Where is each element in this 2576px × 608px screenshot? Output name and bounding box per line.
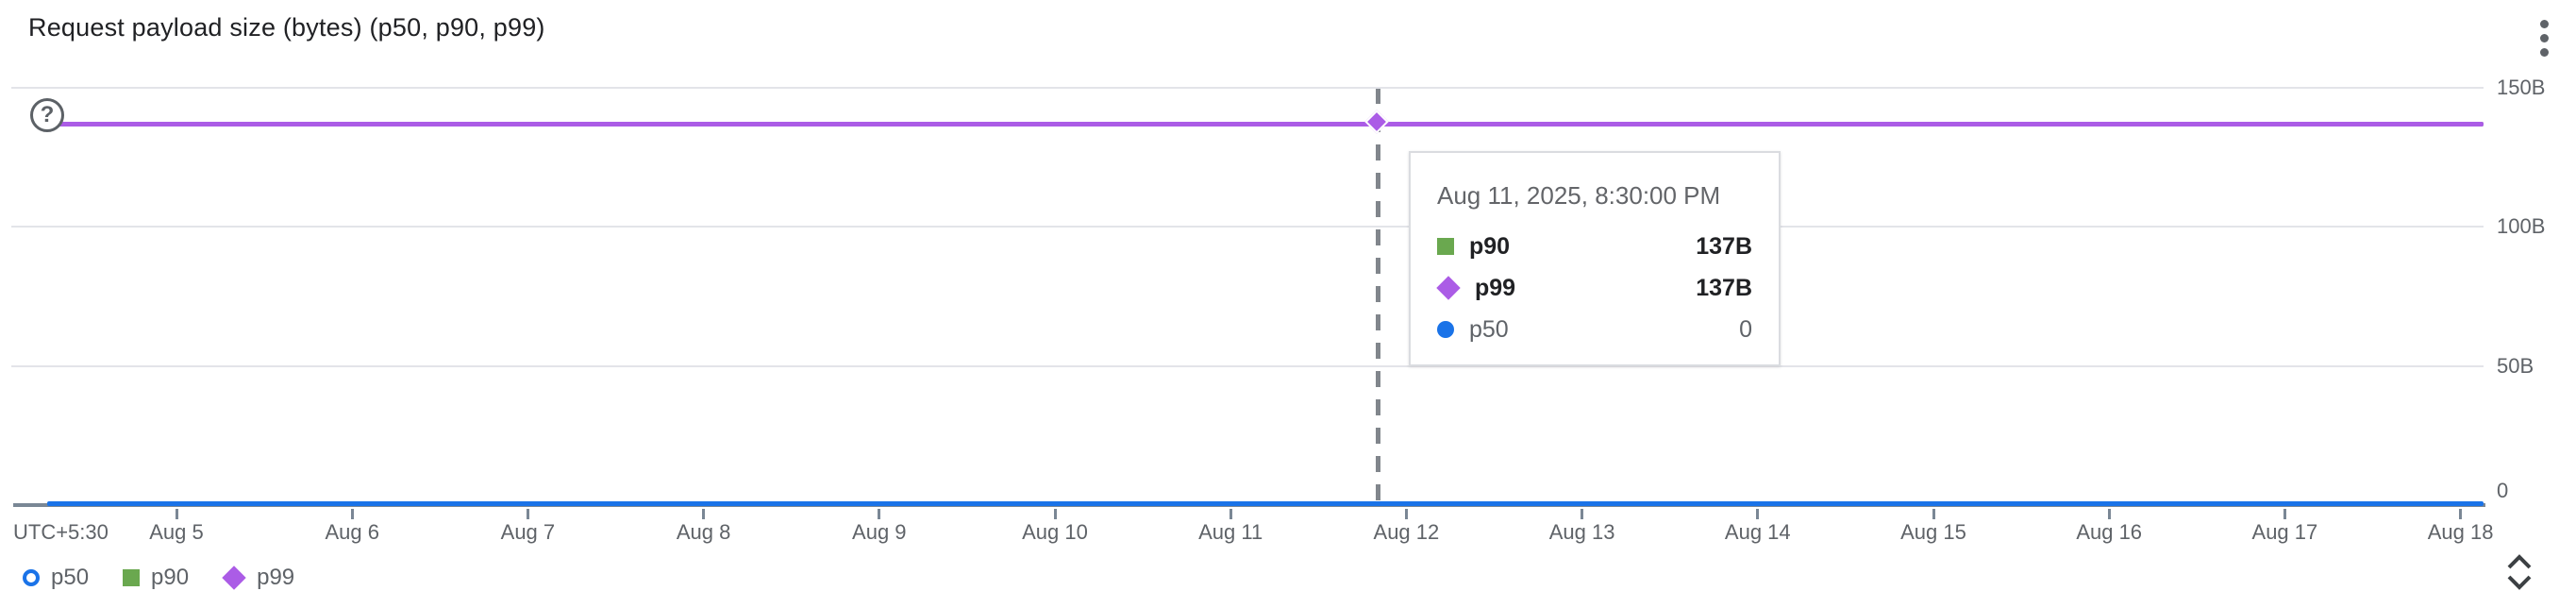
- x-tick: [175, 509, 178, 519]
- x-tick: [2107, 509, 2111, 519]
- p50-marker-icon: [1437, 321, 1454, 338]
- x-tick: [1756, 509, 1760, 519]
- y-axis-label: 0: [2497, 479, 2509, 502]
- y-axis-label: 50B: [2497, 353, 2534, 378]
- timezone-label: UTC+5:30: [13, 520, 109, 544]
- series-line-p99: [47, 121, 2484, 127]
- x-tick-label: Aug 6: [325, 520, 379, 544]
- tooltip-series-value: 137B: [1696, 274, 1752, 301]
- legend: p50 p90 p99: [23, 565, 294, 591]
- x-tick-label: Aug 13: [1548, 520, 1615, 544]
- x-tick-label: Aug 18: [2427, 520, 2494, 544]
- y-gridline: [11, 87, 2484, 89]
- hover-crosshair-line: [1376, 88, 1380, 505]
- legend-item-p90[interactable]: p90: [123, 565, 189, 591]
- x-tick-label: Aug 8: [676, 520, 731, 544]
- x-tick-label: Aug 12: [1373, 520, 1440, 544]
- tooltip-row: p99 137B: [1436, 267, 1752, 309]
- x-tick-label: Aug 16: [2076, 520, 2143, 544]
- p99-marker-icon: [1436, 276, 1461, 300]
- tooltip-series-value: 137B: [1696, 232, 1752, 260]
- x-tick-label: Aug 14: [1724, 520, 1791, 544]
- legend-item-label: p50: [51, 565, 90, 590]
- x-tick: [702, 509, 706, 519]
- more-options-icon: [2539, 19, 2549, 28]
- legend-item-label: p90: [151, 565, 190, 590]
- x-tick-label: Aug 11: [1198, 520, 1263, 544]
- tooltip-series-name: p50: [1469, 315, 1509, 343]
- x-tick-label: Aug 7: [500, 520, 556, 544]
- p99-legend-marker-icon: [222, 566, 246, 590]
- x-tick: [2459, 509, 2463, 519]
- x-tick: [1932, 509, 1935, 519]
- question-mark-annotation[interactable]: ?: [30, 98, 64, 132]
- p90-marker-icon: [1437, 238, 1454, 255]
- y-axis-label: 150B: [2497, 76, 2546, 99]
- p50-legend-marker-icon: [23, 569, 40, 586]
- tooltip: Aug 11, 2025, 8:30:00 PM p90 137B p99 137B p…: [1409, 151, 1781, 366]
- y-gridline: [11, 226, 2484, 228]
- x-tick-label: Aug 17: [2251, 520, 2318, 544]
- legend-item-p99[interactable]: p99: [222, 565, 295, 591]
- x-tick: [2283, 509, 2286, 519]
- unfold-icon: [2507, 554, 2532, 590]
- legend-item-label: p99: [257, 565, 295, 590]
- hover-point-marker: [1364, 110, 1389, 134]
- tooltip-series-name: p99: [1475, 274, 1516, 301]
- p90-legend-marker-icon: [123, 569, 141, 586]
- x-tick-label: Aug 5: [149, 520, 204, 544]
- x-tick: [1581, 509, 1584, 519]
- x-tick: [350, 509, 354, 519]
- x-tick: [1229, 509, 1232, 519]
- tooltip-series-name: p90: [1469, 232, 1511, 260]
- series-line-p50: [47, 501, 2484, 506]
- expand-collapse-button[interactable]: [2495, 546, 2544, 599]
- x-tick-label: Aug 10: [1022, 520, 1088, 544]
- x-tick: [1404, 509, 1408, 519]
- more-options-button[interactable]: [2519, 9, 2568, 66]
- tooltip-row: p50 0: [1437, 309, 1752, 350]
- tooltip-series-value: 0: [1739, 315, 1752, 343]
- x-tick-label: Aug 9: [852, 520, 907, 544]
- y-axis-label: 100B: [2497, 214, 2546, 239]
- x-tick: [526, 509, 529, 519]
- y-gridline: [11, 364, 2484, 367]
- question-mark-icon: ?: [40, 102, 55, 127]
- legend-item-p50[interactable]: p50: [23, 565, 89, 591]
- tooltip-row: p90 137B: [1437, 226, 1752, 267]
- chart-title: Request payload size (bytes) (p50, p90, …: [28, 13, 545, 42]
- x-tick: [878, 509, 881, 519]
- x-tick-label: Aug 15: [1900, 520, 1966, 544]
- x-tick: [1053, 509, 1057, 519]
- tooltip-timestamp: Aug 11, 2025, 8:30:00 PM: [1437, 181, 1721, 210]
